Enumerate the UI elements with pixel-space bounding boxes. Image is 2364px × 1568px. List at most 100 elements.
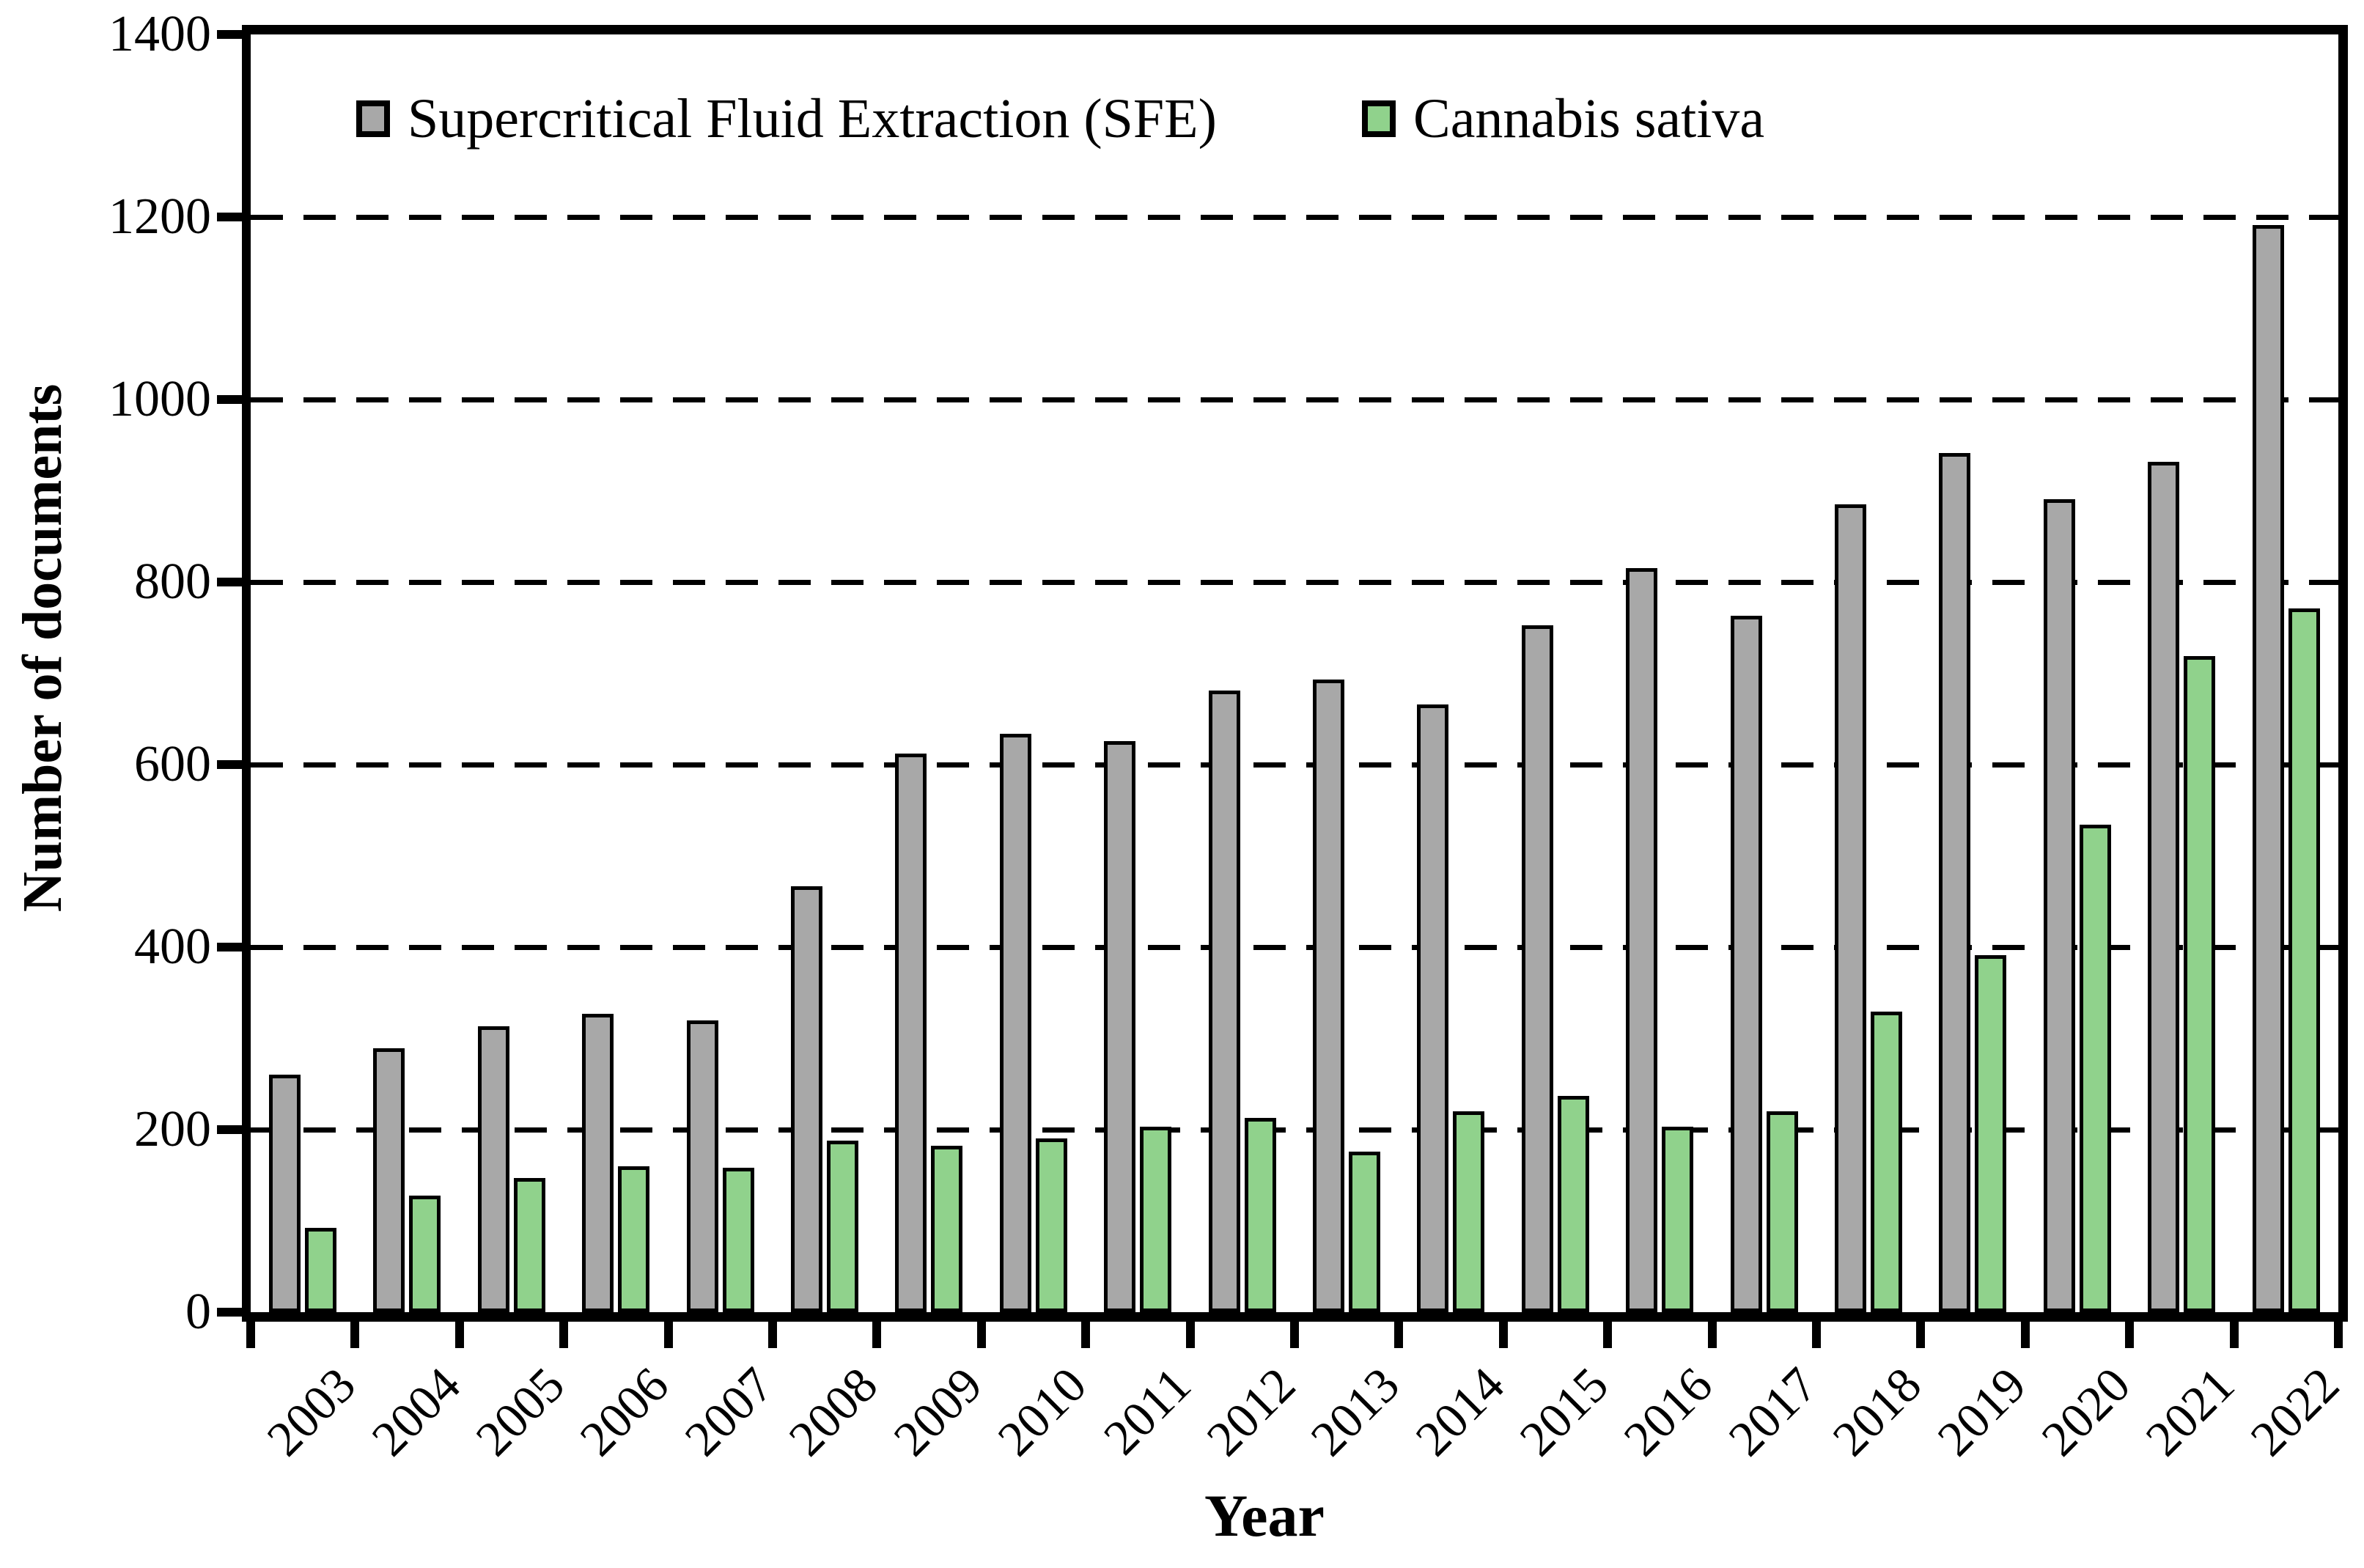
x-tick-16 (1916, 1317, 1926, 1348)
x-tick-11 (1394, 1317, 1404, 1348)
x-tick-label-2018: 2018 (1822, 1356, 1932, 1467)
y-tick-label-200: 200 (134, 1101, 211, 1157)
x-tick-19 (2229, 1317, 2239, 1348)
legend-label-sfe: Supercritical Fluid Extraction (SFE) (408, 88, 1217, 150)
x-tick-label-2017: 2017 (1717, 1356, 1828, 1467)
bar-sfe-2011 (1104, 741, 1135, 1312)
bar-cannabis-2013 (1349, 1152, 1380, 1312)
gridline-1200 (251, 215, 2338, 220)
bar-cannabis-2005 (514, 1178, 545, 1312)
y-tick-label-800: 800 (134, 553, 211, 610)
legend-swatch-sfe (356, 100, 390, 137)
x-tick-label-2005: 2005 (465, 1356, 575, 1467)
x-tick-label-2009: 2009 (883, 1356, 993, 1467)
x-tick-label-2022: 2022 (2239, 1356, 2350, 1467)
bar-sfe-2009 (895, 754, 927, 1312)
x-tick-13 (1603, 1317, 1613, 1348)
x-tick-12 (1498, 1317, 1508, 1348)
x-tick-20 (2334, 1317, 2343, 1348)
bar-cannabis-2009 (931, 1146, 962, 1312)
bar-sfe-2008 (791, 886, 822, 1312)
bar-cannabis-2010 (1036, 1138, 1067, 1312)
x-tick-8 (1081, 1317, 1091, 1348)
y-tick-label-1400: 1400 (108, 6, 211, 62)
bar-sfe-2021 (2148, 462, 2179, 1312)
bar-sfe-2012 (1209, 691, 1240, 1312)
bar-sfe-2010 (1000, 734, 1031, 1312)
bar-cannabis-2011 (1140, 1127, 1171, 1312)
x-tick-label-2008: 2008 (778, 1356, 888, 1467)
y-tick-label-1000: 1000 (108, 371, 211, 427)
bar-cannabis-2015 (1558, 1096, 1589, 1312)
bar-cannabis-2014 (1453, 1111, 1484, 1312)
bar-sfe-2017 (1731, 616, 1762, 1312)
x-tick-label-2021: 2021 (2135, 1356, 2245, 1467)
y-tick-label-400: 400 (134, 919, 211, 975)
bar-cannabis-2007 (723, 1168, 754, 1312)
x-tick-label-2012: 2012 (1196, 1356, 1306, 1467)
y-tick-200 (217, 1125, 242, 1134)
bar-sfe-2020 (2044, 499, 2075, 1312)
bar-cannabis-2012 (1245, 1118, 1276, 1312)
y-tick-600 (217, 760, 242, 769)
x-tick-5 (768, 1317, 777, 1348)
bar-cannabis-2018 (1871, 1012, 1902, 1312)
legend-item-sfe: Supercritical Fluid Extraction (SFE) (356, 89, 1217, 148)
bar-sfe-2016 (1626, 568, 1657, 1312)
bar-sfe-2015 (1522, 625, 1553, 1312)
x-tick-4 (663, 1317, 673, 1348)
bar-cannabis-2017 (1767, 1111, 1798, 1312)
bar-sfe-2013 (1313, 680, 1344, 1312)
x-tick-label-2014: 2014 (1404, 1356, 1514, 1467)
x-tick-2 (454, 1317, 464, 1348)
bar-sfe-2018 (1835, 504, 1866, 1312)
bar-cannabis-2021 (2184, 656, 2215, 1312)
bar-sfe-2005 (478, 1026, 509, 1312)
y-tick-label-600: 600 (134, 736, 211, 792)
x-tick-14 (1707, 1317, 1717, 1348)
legend-swatch-cannabis (1362, 100, 1396, 137)
x-tick-10 (1290, 1317, 1299, 1348)
y-tick-label-1200: 1200 (108, 188, 211, 245)
bar-sfe-2006 (582, 1014, 614, 1312)
x-tick-0 (246, 1317, 255, 1348)
gridline-200 (251, 1127, 2338, 1133)
gridline-800 (251, 580, 2338, 585)
bar-sfe-2014 (1417, 704, 1448, 1312)
bar-cannabis-2019 (1975, 955, 2006, 1312)
y-tick-0 (217, 1308, 242, 1317)
y-tick-1200 (217, 213, 242, 221)
bar-cannabis-2004 (409, 1196, 441, 1312)
legend-item-cannabis: Cannabis sativa (1362, 89, 1764, 148)
x-axis-title: Year (1204, 1482, 1325, 1549)
bar-sfe-2022 (2253, 225, 2284, 1312)
bar-cannabis-2020 (2080, 825, 2111, 1312)
bar-cannabis-2006 (618, 1166, 649, 1312)
y-tick-label-0: 0 (185, 1284, 211, 1340)
gridline-1000 (251, 397, 2338, 402)
legend-label-cannabis: Cannabis sativa (1413, 88, 1765, 150)
bar-sfe-2004 (373, 1048, 405, 1312)
bar-sfe-2003 (269, 1075, 301, 1312)
bar-sfe-2019 (1939, 453, 1970, 1312)
x-tick-label-2019: 2019 (1926, 1356, 2036, 1467)
x-tick-label-2004: 2004 (361, 1356, 471, 1467)
x-tick-label-2013: 2013 (1300, 1356, 1410, 1467)
x-tick-label-2003: 2003 (256, 1356, 367, 1467)
gridline-400 (251, 945, 2338, 950)
x-tick-label-2015: 2015 (1509, 1356, 1619, 1467)
x-tick-label-2011: 2011 (1092, 1356, 1201, 1465)
bar-sfe-2007 (687, 1020, 718, 1312)
x-tick-3 (559, 1317, 569, 1348)
bar-cannabis-2003 (305, 1228, 336, 1312)
x-tick-6 (872, 1317, 882, 1348)
x-tick-label-2010: 2010 (987, 1356, 1097, 1467)
x-tick-label-2016: 2016 (1613, 1356, 1723, 1467)
gridline-600 (251, 762, 2338, 768)
y-tick-400 (217, 943, 242, 952)
y-tick-1000 (217, 395, 242, 404)
y-tick-1400 (217, 30, 242, 39)
x-tick-15 (1812, 1317, 1821, 1348)
y-tick-800 (217, 578, 242, 586)
